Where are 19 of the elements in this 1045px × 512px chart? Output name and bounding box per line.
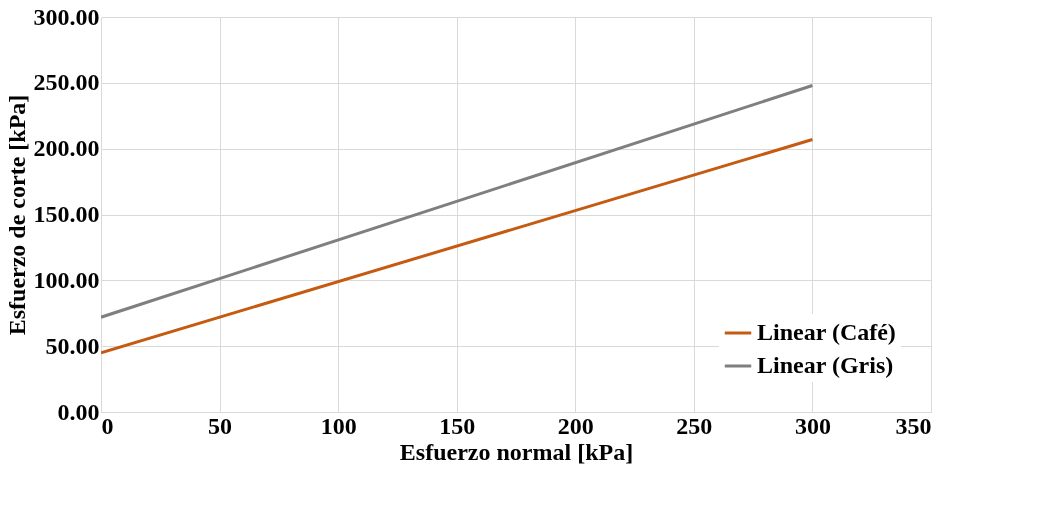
y-tick-label: 300.00 bbox=[33, 3, 100, 30]
x-tick-label: 0 bbox=[101, 412, 114, 439]
x-tick-label: 350 bbox=[895, 412, 932, 439]
legend-label: Linear (Café) bbox=[757, 319, 896, 345]
x-tick-label: 300 bbox=[794, 412, 831, 439]
y-tick-label: 250.00 bbox=[33, 69, 100, 96]
y-tick-label: 150.00 bbox=[33, 201, 100, 227]
x-axis-title: Esfuerzo normal [kPa] bbox=[399, 438, 634, 465]
x-tick-label: 50 bbox=[208, 412, 233, 439]
x-tick-label: 100 bbox=[320, 412, 357, 439]
x-tick-label: 150 bbox=[439, 412, 476, 439]
y-axis-title: Esfuerzo de corte [kPa] bbox=[3, 94, 30, 336]
x-tick-label: 200 bbox=[557, 412, 594, 439]
y-tick-label: 100.00 bbox=[33, 266, 100, 293]
y-tick-label: 200.00 bbox=[33, 135, 100, 162]
y-tick-label: 50.00 bbox=[45, 332, 100, 359]
y-tick-label: 0.00 bbox=[57, 398, 100, 425]
legend-label: Linear (Gris) bbox=[757, 352, 894, 378]
x-tick-label: 250 bbox=[676, 412, 713, 439]
